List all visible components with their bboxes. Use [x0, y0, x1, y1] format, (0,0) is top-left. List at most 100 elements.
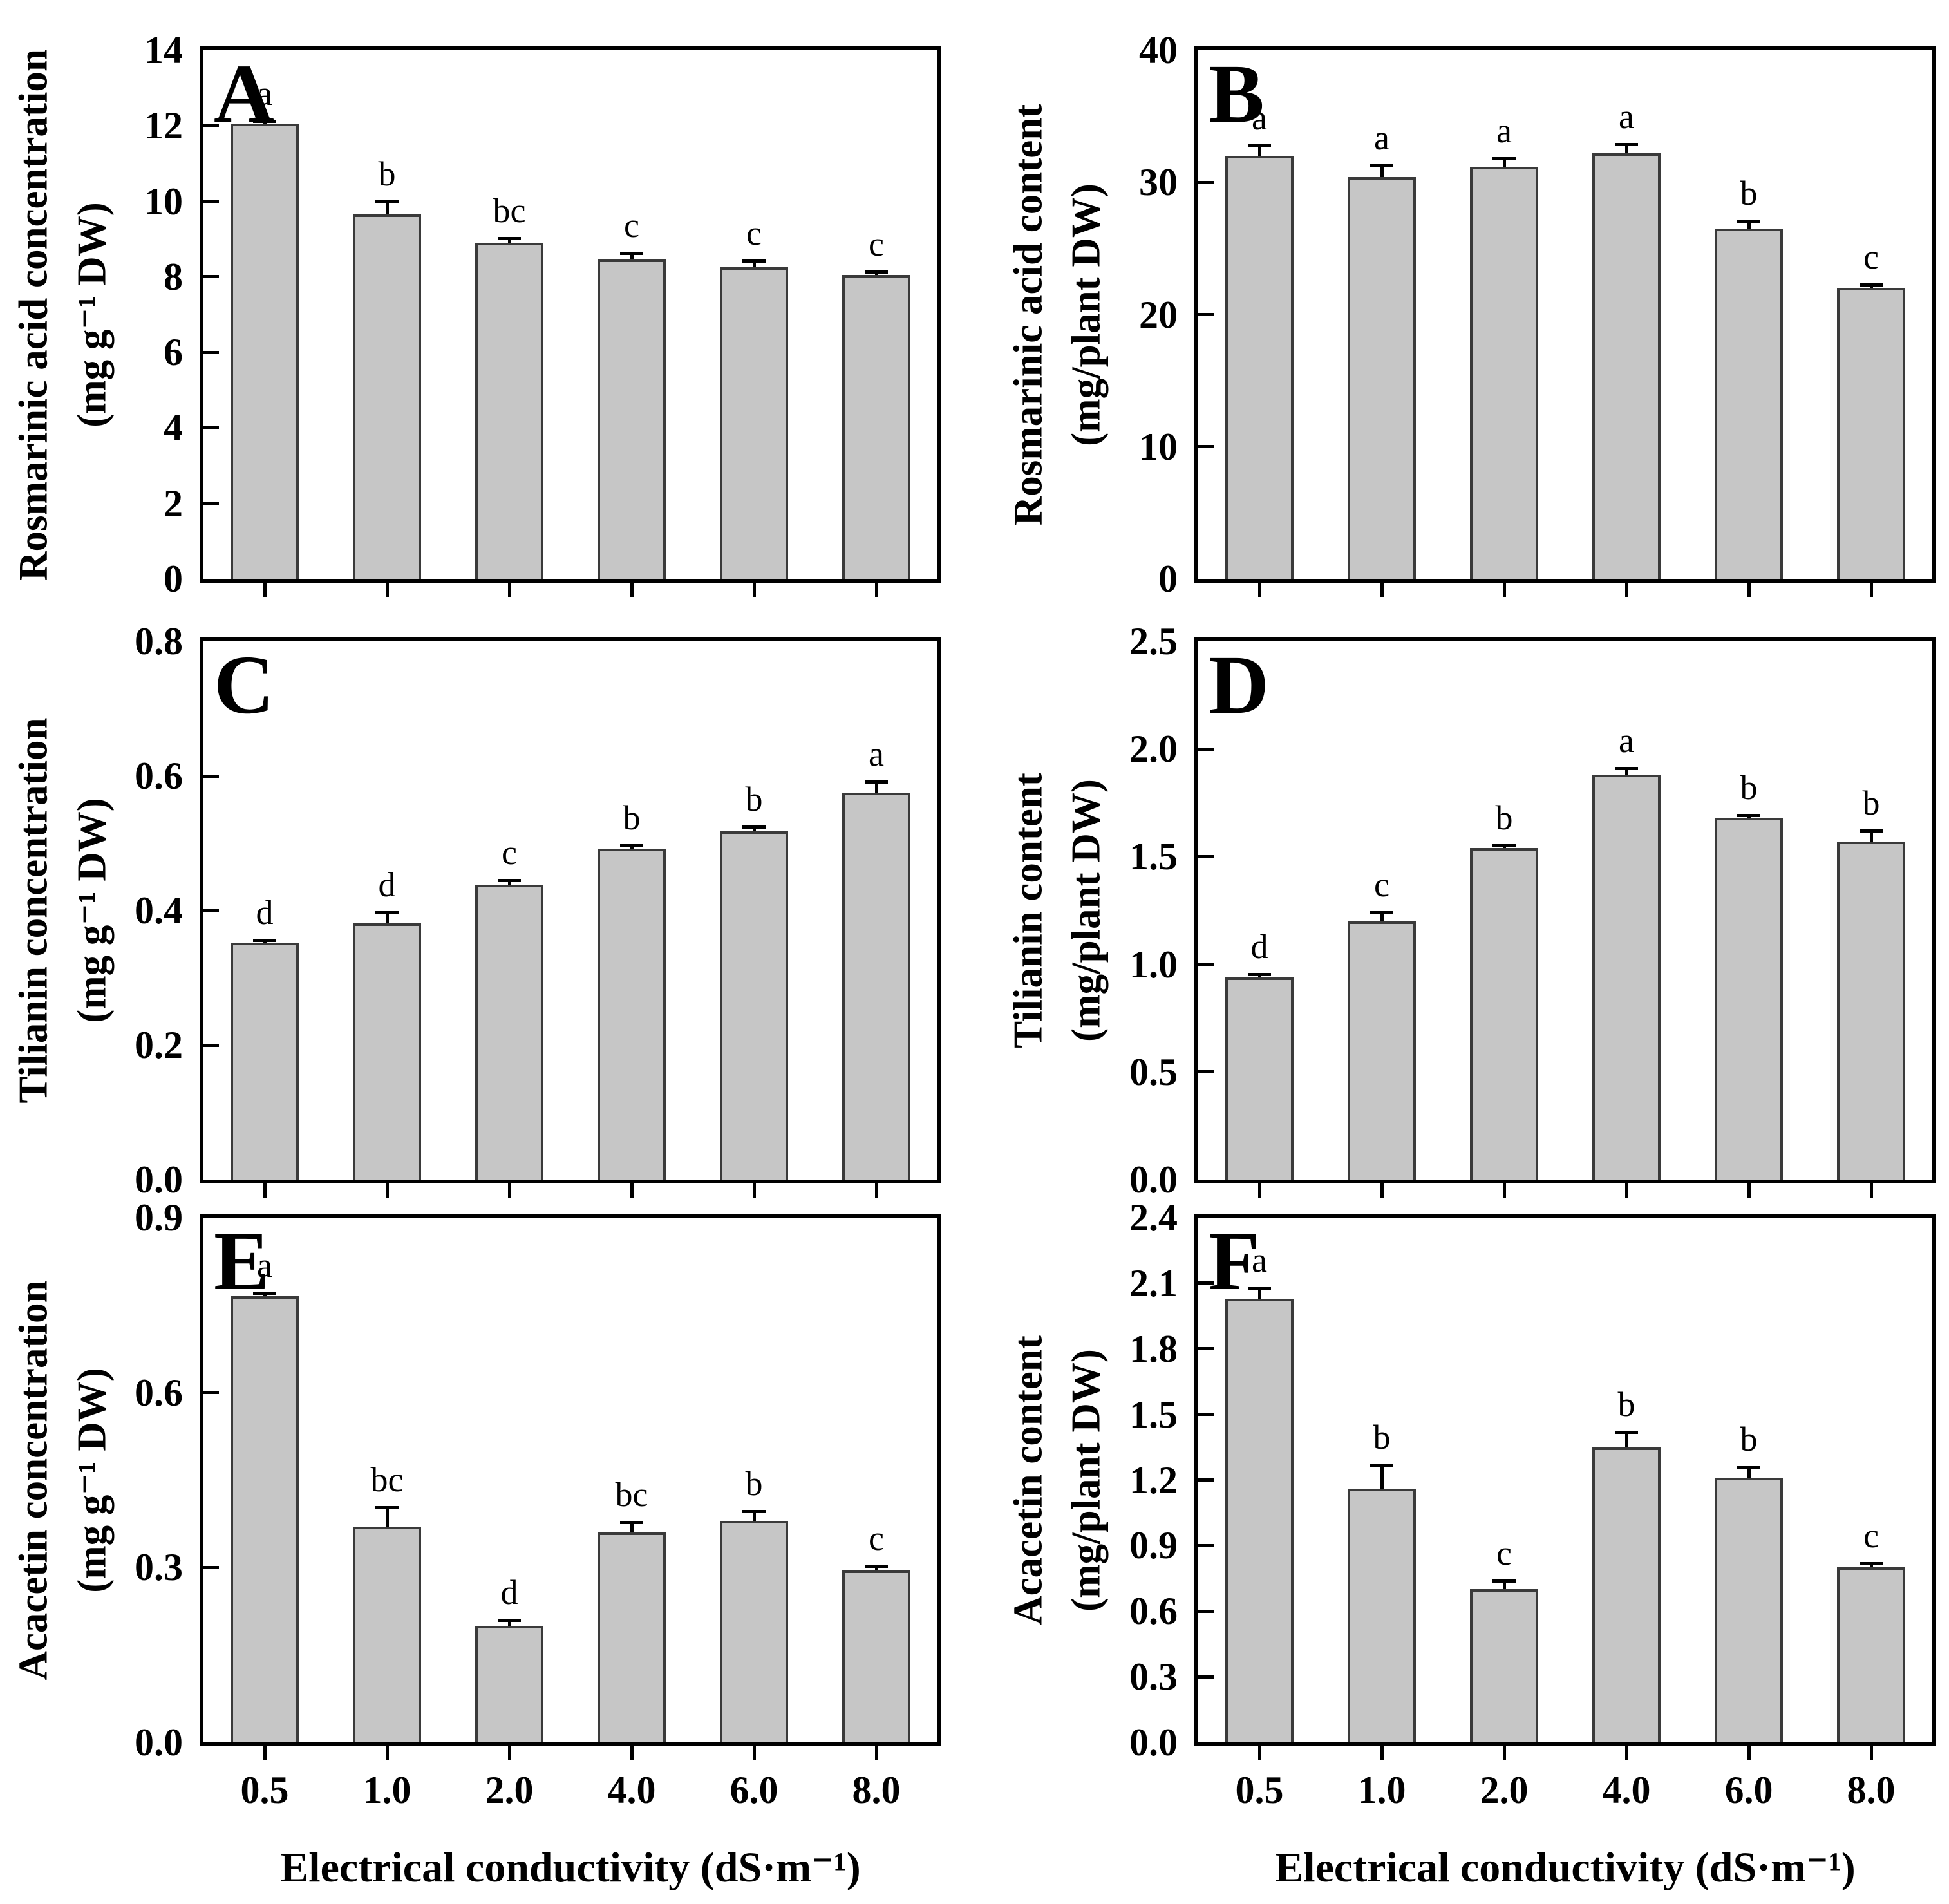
error-bar-cap	[1737, 1466, 1760, 1469]
bar-d-2.0	[1470, 848, 1538, 1180]
y-tick	[1198, 854, 1214, 858]
bar-e-8.0	[842, 1570, 910, 1742]
error-bar-cap	[1370, 911, 1393, 915]
error-bar-cap	[865, 780, 888, 784]
plot-area-e: E a bc d bc b c	[200, 1214, 941, 1746]
x-tick-label: 2.0	[485, 1769, 534, 1811]
significance-letter: b	[745, 1464, 763, 1503]
x-tick	[752, 1746, 756, 1760]
y-axis-title-line2: (mg g⁻¹ DW)	[69, 202, 115, 428]
bar-f-0.5	[1225, 1298, 1294, 1742]
x-tick	[1257, 583, 1261, 597]
error-bar-cap	[1370, 1463, 1393, 1467]
panel-letter-b: B	[1209, 48, 1265, 140]
bar-b-1.0	[1348, 177, 1416, 579]
x-tick	[263, 583, 267, 597]
plot-area-f: F a b c b b c	[1194, 1214, 1936, 1746]
x-tick	[1380, 1183, 1384, 1198]
significance-letter: bc	[615, 1475, 648, 1514]
error-bar-cap	[620, 844, 643, 847]
y-tick	[203, 200, 219, 203]
x-tick-label: 6.0	[1724, 1769, 1773, 1811]
significance-letter: b	[623, 798, 641, 837]
error-bar	[1869, 831, 1873, 842]
error-bar-cap	[1492, 844, 1516, 848]
x-axis-title: Electrical conductivity (dS·m⁻¹)	[280, 1844, 861, 1891]
error-bar	[507, 880, 511, 885]
x-axis-title: Electrical conductivity (dS·m⁻¹)	[1275, 1844, 1856, 1891]
panel-letter-f: F	[1209, 1215, 1260, 1308]
x-tick	[1257, 1183, 1261, 1198]
significance-letter: b	[1495, 798, 1513, 838]
error-bar	[385, 1507, 389, 1527]
error-bar	[1257, 145, 1261, 156]
significance-letter: d	[500, 1572, 518, 1612]
significance-letter: a	[1619, 721, 1634, 760]
significance-letter: c	[624, 205, 639, 245]
error-bar-cap	[253, 119, 276, 123]
significance-letter: c	[1374, 865, 1389, 905]
y-tick	[203, 502, 219, 505]
y-tick-label: 0	[164, 558, 183, 600]
x-tick-label: 4.0	[607, 1769, 656, 1811]
bar-a-1.0	[353, 214, 421, 579]
x-tick	[752, 1183, 756, 1198]
y-tick-label: 0.0	[1129, 1721, 1178, 1764]
error-bar-cap	[742, 1510, 766, 1514]
error-bar-cap	[742, 259, 766, 263]
y-tick-label: 0.0	[135, 1721, 183, 1764]
error-bar	[630, 252, 634, 260]
x-tick	[630, 583, 634, 597]
x-tick	[630, 1746, 634, 1760]
significance-letter: d	[256, 892, 274, 932]
y-tick-label: 20	[1139, 293, 1178, 336]
panel-letter-e: E	[214, 1215, 270, 1308]
error-bar-cap	[1370, 164, 1393, 167]
bar-e-1.0	[353, 1526, 421, 1742]
panel-e: Acacetin concentration (mg g⁻¹ DW) E a bc…	[11, 1198, 941, 1891]
y-axis-title-line1: Rosmarinic acid concentration	[10, 48, 56, 581]
significance-letter: a	[257, 1245, 272, 1285]
bar-d-1.0	[1348, 921, 1416, 1180]
y-tick	[1198, 1413, 1214, 1417]
error-bar	[874, 1565, 878, 1570]
y-tick-label: 0.8	[135, 620, 183, 663]
error-bar-cap	[1860, 829, 1883, 833]
y-axis-title-line2: (mg g⁻¹ DW)	[69, 1367, 115, 1593]
y-tick-label: 40	[1139, 29, 1178, 71]
y-tick-label: 2.1	[1129, 1261, 1178, 1305]
error-bar-cap	[375, 200, 399, 203]
significance-letter: b	[745, 780, 763, 819]
error-bar	[1624, 768, 1628, 775]
significance-letter: a	[257, 73, 272, 113]
bar-d-0.5	[1225, 977, 1294, 1180]
y-tick-label: 2	[164, 482, 183, 525]
y-axis-title-line1: Acacetin content	[1005, 1335, 1051, 1625]
x-tick	[385, 1746, 389, 1760]
x-tick	[1869, 1183, 1873, 1198]
bar-e-6.0	[720, 1520, 788, 1742]
error-bar	[507, 238, 511, 243]
y-tick	[1198, 1609, 1214, 1613]
y-tick	[203, 1565, 219, 1569]
x-tick	[385, 583, 389, 597]
significance-letter: b	[1740, 768, 1758, 807]
y-tick-label: 1.8	[1129, 1327, 1178, 1370]
significance-letter: bc	[370, 1460, 404, 1500]
bar-b-6.0	[1715, 229, 1783, 579]
significance-letter: c	[1863, 238, 1879, 277]
error-bar-cap	[1615, 1430, 1638, 1434]
error-bar-cap	[1615, 142, 1638, 146]
error-bar-cap	[620, 1520, 643, 1524]
significance-letter: c	[746, 213, 762, 252]
y-tick	[203, 275, 219, 279]
x-tick	[263, 1746, 267, 1760]
significance-letter: c	[502, 833, 517, 872]
x-tick	[1380, 583, 1384, 597]
x-tick	[1502, 1746, 1506, 1760]
x-tick	[1624, 583, 1628, 597]
panel-a: Rosmarinic acid concentration (mg g⁻¹ DW…	[11, 31, 941, 598]
significance-letter: d	[1250, 927, 1268, 966]
